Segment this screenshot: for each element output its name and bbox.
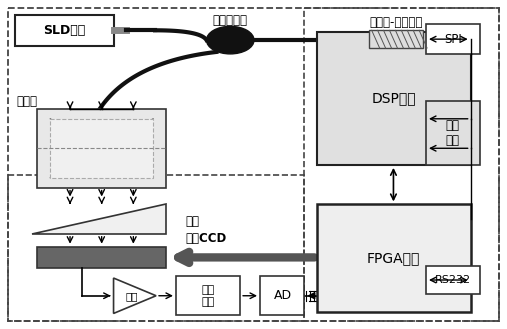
Bar	[15, 14, 114, 46]
Bar	[369, 30, 423, 48]
Text: FPGA系统: FPGA系统	[367, 251, 420, 266]
Text: 光纤珐-珀传感器: 光纤珐-珀传感器	[370, 16, 423, 29]
Text: AD: AD	[274, 289, 292, 302]
Text: 带通
滤波: 带通 滤波	[202, 285, 215, 307]
Bar	[38, 109, 166, 188]
Bar	[176, 276, 240, 316]
Bar	[426, 266, 481, 294]
Text: 柱面镜: 柱面镜	[17, 95, 38, 108]
Text: 高速CCD: 高速CCD	[186, 232, 227, 245]
Text: 电源
系统: 电源 系统	[446, 118, 460, 146]
Text: 光楔: 光楔	[186, 215, 200, 228]
Text: 光纤耦合器: 光纤耦合器	[213, 14, 248, 27]
Polygon shape	[32, 204, 166, 234]
Polygon shape	[114, 278, 156, 314]
Bar	[317, 204, 470, 313]
Bar	[50, 119, 153, 178]
Text: DSP系统: DSP系统	[371, 91, 416, 105]
Text: 放大: 放大	[125, 291, 137, 301]
Bar	[426, 24, 481, 54]
Bar	[304, 8, 499, 321]
Bar	[38, 247, 166, 268]
Text: RS232: RS232	[434, 275, 471, 285]
Bar	[8, 175, 304, 321]
Text: SLD光源: SLD光源	[43, 24, 85, 37]
Bar	[260, 276, 304, 316]
Bar	[426, 101, 481, 165]
Ellipse shape	[206, 26, 254, 54]
Text: SPI: SPI	[444, 33, 462, 46]
Bar	[317, 32, 470, 165]
